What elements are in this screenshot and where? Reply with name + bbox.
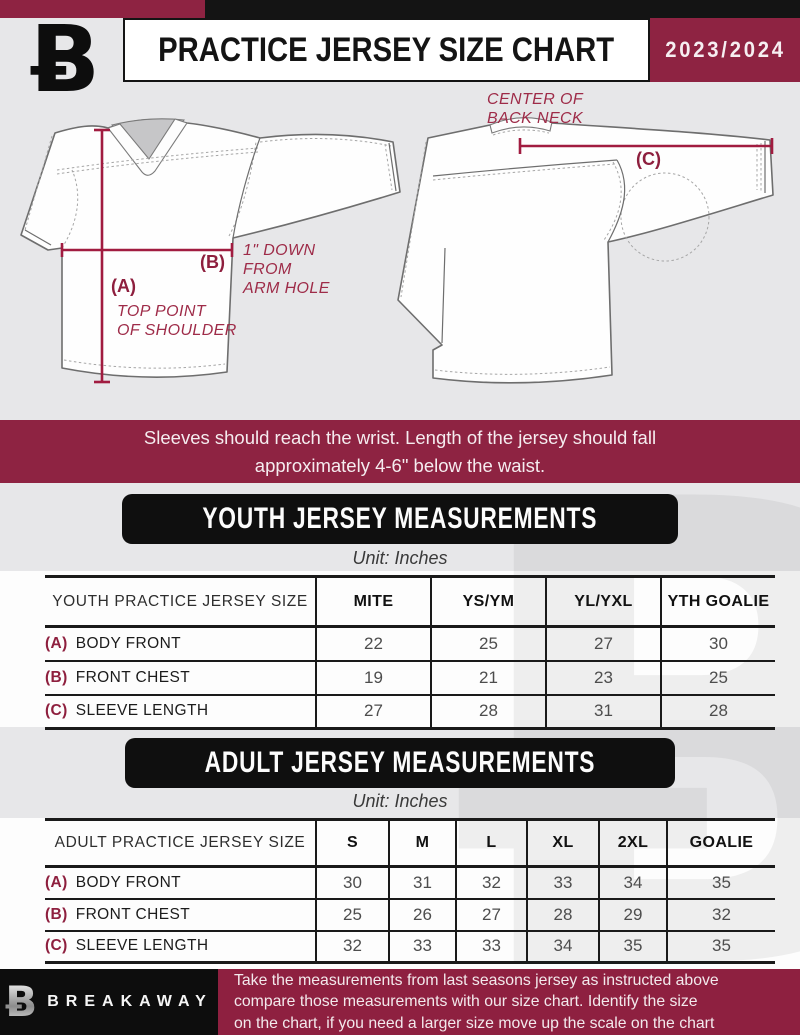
table-row: (B) FRONT CHEST 19 21 23 25	[45, 659, 775, 695]
cell-value: 27	[545, 626, 661, 661]
cell-value: 32	[455, 866, 527, 899]
youth-size-header: YL/YXL	[545, 576, 661, 628]
adult-size-header: XL	[526, 819, 599, 868]
row-key: (C)	[45, 937, 68, 955]
measure-c-note: CENTER OF BACK NECK	[487, 91, 584, 127]
cell-value: 34	[526, 929, 599, 963]
cell-value: 31	[545, 693, 661, 729]
cell-value: 27	[315, 693, 431, 729]
cell-value: 26	[388, 897, 456, 931]
adult-corner-header: ADULT PRACTICE JERSEY SIZE	[45, 819, 316, 868]
cell-value: 28	[660, 693, 775, 729]
adult-size-header: GOALIE	[666, 819, 775, 868]
title-bar: PRACTICE JERSEY SIZE CHART	[123, 18, 650, 82]
front-jersey-diagram	[20, 118, 401, 384]
youth-unit-label: Unit: Inches	[352, 548, 448, 568]
footer-instructions-text: Take the measurements from last seasons …	[234, 971, 719, 1032]
youth-corner-header: YOUTH PRACTICE JERSEY SIZE	[45, 576, 316, 628]
cell-value: 33	[526, 866, 599, 899]
measure-a-note: TOP POINT OF SHOULDER	[117, 303, 237, 339]
row-key: (B)	[45, 668, 68, 686]
footer-instructions-block: Take the measurements from last seasons …	[218, 969, 800, 1035]
row-key: (A)	[45, 634, 68, 652]
cell-value: 32	[666, 897, 775, 931]
row-label: BODY FRONT	[75, 873, 182, 891]
adult-size-header: 2XL	[598, 819, 667, 868]
cell-value: 19	[315, 659, 431, 695]
cell-value: 22	[315, 626, 431, 661]
row-label: BODY FRONT	[75, 634, 182, 652]
top-strip-black	[205, 0, 800, 18]
cell-value: 28	[526, 897, 599, 931]
fit-notice-banner: Sleeves should reach the wrist. Length o…	[0, 420, 800, 483]
youth-size-header: YTH GOALIE	[660, 576, 775, 628]
cell-value: 30	[315, 866, 389, 899]
measure-c-key: (C)	[636, 149, 661, 169]
cell-value: 21	[430, 659, 546, 695]
back-jersey-diagram	[397, 117, 774, 384]
cell-value: 27	[455, 897, 527, 931]
table-row: (A) BODY FRONT 30 31 32 33 34 35	[45, 866, 775, 899]
youth-banner-label: YOUTH JERSEY MEASUREMENTS	[202, 502, 598, 535]
cell-value: 25	[430, 626, 546, 661]
row-key: (A)	[45, 873, 68, 891]
row-label: FRONT CHEST	[75, 905, 191, 923]
cell-value: 28	[430, 693, 546, 729]
breakaway-footer-logo-icon: Ƀ	[5, 977, 38, 1026]
cell-value: 35	[598, 929, 667, 963]
table-row: (C) SLEEVE LENGTH 27 28 31 28	[45, 693, 775, 729]
youth-size-header: MITE	[315, 576, 431, 628]
youth-size-table: YOUTH PRACTICE JERSEY SIZE MITE YS/YM YL…	[45, 575, 775, 730]
top-strip-maroon	[0, 0, 205, 18]
cell-value: 33	[388, 929, 456, 963]
cell-value: 34	[598, 866, 667, 899]
footer-brand-name: BREAKAWAY	[47, 993, 213, 1010]
fit-notice-text: Sleeves should reach the wrist. Length o…	[143, 426, 657, 476]
cell-value: 25	[315, 897, 389, 931]
adult-size-header: S	[315, 819, 389, 868]
row-key: (B)	[45, 905, 68, 923]
measure-b-note: 1" DOWN FROM ARM HOLE	[243, 242, 330, 297]
adult-size-header: M	[388, 819, 456, 868]
adult-unit-label: Unit: Inches	[352, 791, 448, 811]
cell-value: 31	[388, 866, 456, 899]
table-row: (A) BODY FRONT 22 25 27 30	[45, 626, 775, 661]
footer-brand-block: Ƀ BREAKAWAY	[0, 969, 218, 1035]
cell-value: 29	[598, 897, 667, 931]
youth-header-row: YOUTH PRACTICE JERSEY SIZE MITE YS/YM YL…	[45, 576, 775, 628]
cell-value: 35	[666, 929, 775, 963]
cell-value: 25	[660, 659, 775, 695]
cell-value: 23	[545, 659, 661, 695]
adult-banner-label: ADULT JERSEY MEASUREMENTS	[204, 746, 596, 779]
breakaway-logo-icon: Ƀ	[30, 6, 101, 113]
table-row: (B) FRONT CHEST 25 26 27 28 29 32	[45, 897, 775, 931]
adult-header-row: ADULT PRACTICE JERSEY SIZE S M L XL 2XL …	[45, 819, 775, 868]
youth-section-banner: YOUTH JERSEY MEASUREMENTS	[0, 494, 800, 544]
adult-size-table: ADULT PRACTICE JERSEY SIZE S M L XL 2XL …	[45, 818, 775, 964]
cell-value: 30	[660, 626, 775, 661]
measure-b-key: (B)	[200, 252, 225, 272]
table-row: (C) SLEEVE LENGTH 32 33 33 34 35 35	[45, 929, 775, 963]
cell-value: 35	[666, 866, 775, 899]
page-title: PRACTICE JERSEY SIZE CHART	[158, 30, 615, 69]
row-key: (C)	[45, 702, 68, 720]
season-badge: 2023/2024	[650, 18, 800, 82]
youth-size-header: YS/YM	[430, 576, 546, 628]
row-label: SLEEVE LENGTH	[75, 937, 209, 955]
measure-a-key: (A)	[111, 276, 136, 296]
row-label: SLEEVE LENGTH	[75, 702, 209, 720]
season-label: 2023/2024	[664, 37, 786, 62]
row-label: FRONT CHEST	[75, 668, 191, 686]
adult-section-banner: ADULT JERSEY MEASUREMENTS	[0, 738, 800, 788]
cell-value: 32	[315, 929, 389, 963]
cell-value: 33	[455, 929, 527, 963]
adult-size-header: L	[455, 819, 527, 868]
